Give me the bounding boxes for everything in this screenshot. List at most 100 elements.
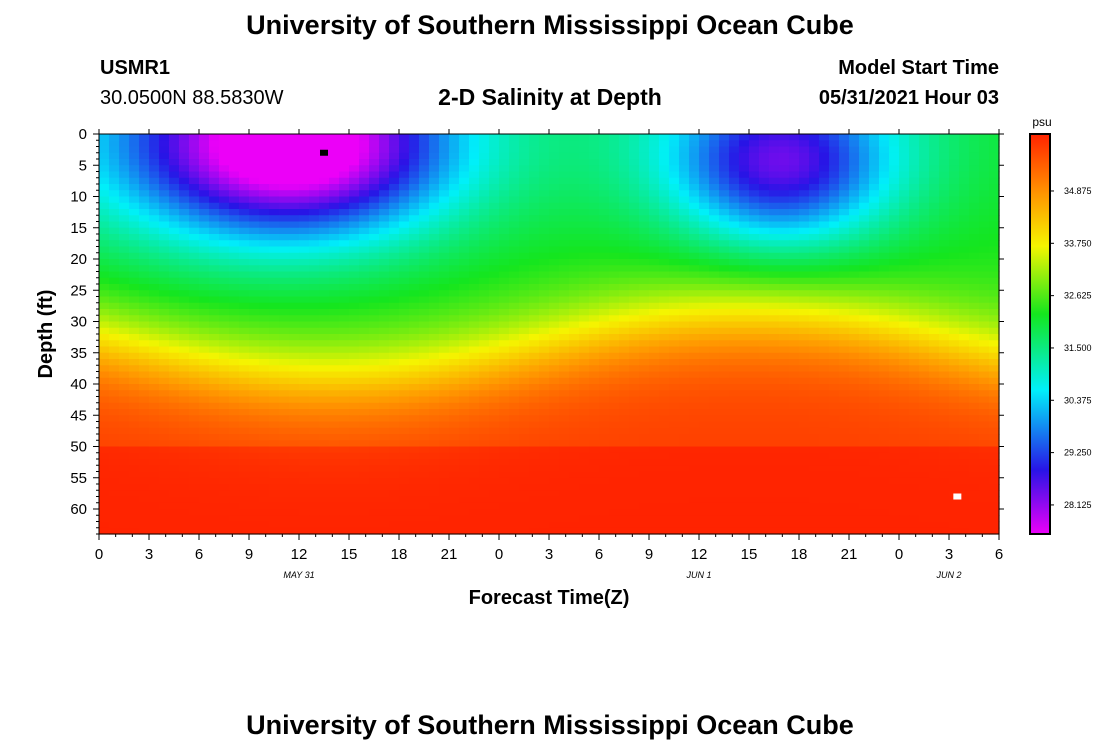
heat-cell (899, 184, 910, 191)
heat-cell (139, 340, 150, 348)
heat-cell (129, 215, 140, 223)
heat-cell (549, 315, 560, 323)
heat-cell (389, 227, 400, 235)
heat-cell (819, 152, 830, 160)
heat-cell (729, 334, 740, 341)
heat-cell (169, 259, 180, 266)
heat-cell (899, 134, 910, 141)
heat-cell (129, 321, 140, 329)
heat-cell (369, 146, 380, 154)
heat-cell (739, 402, 750, 410)
heat-cell (849, 246, 860, 254)
heat-cell (729, 427, 740, 435)
heat-cell (639, 321, 650, 329)
heat-cell (219, 471, 230, 479)
heat-cell (699, 296, 710, 304)
heat-cell (99, 340, 110, 348)
heat-cell (919, 134, 930, 141)
heat-cell (249, 321, 260, 329)
heat-cell (729, 440, 740, 448)
heat-cell (479, 221, 490, 229)
heat-cell (229, 140, 240, 148)
heat-cell (619, 202, 630, 210)
heat-cell (959, 409, 970, 416)
heat-cell (669, 434, 680, 441)
heat-cell (869, 390, 880, 398)
heat-cell (259, 209, 270, 216)
heat-cell (519, 402, 530, 410)
heat-cell (119, 177, 130, 185)
heat-cell (939, 277, 950, 285)
heat-cell (499, 259, 510, 266)
heat-cell (349, 146, 360, 154)
heat-cell (689, 409, 700, 416)
heat-cell (849, 440, 860, 448)
heat-cell (259, 277, 270, 285)
heat-cell (219, 196, 230, 204)
heat-cell (449, 390, 460, 398)
heat-cell (359, 459, 370, 466)
heat-cell (459, 302, 470, 310)
heat-cell (269, 421, 280, 429)
heat-cell (949, 177, 960, 185)
heat-cell (959, 459, 970, 466)
heat-cell (469, 146, 480, 154)
heat-cell (329, 234, 340, 241)
heat-cell (689, 134, 700, 141)
heat-cell (369, 402, 380, 410)
heat-cell (599, 340, 610, 348)
heat-cell (299, 321, 310, 329)
heat-cell (989, 246, 1000, 254)
heat-cell (519, 452, 530, 460)
heat-cell (849, 446, 860, 454)
heat-cell (569, 346, 580, 354)
heat-cell (699, 402, 710, 410)
heat-cell (509, 271, 520, 279)
heat-cell (509, 227, 520, 235)
heat-cell (889, 365, 900, 373)
heat-cell (189, 440, 200, 448)
heat-cell (839, 459, 850, 466)
heat-cell (689, 152, 700, 160)
heat-cell (569, 340, 580, 348)
heat-cell (389, 465, 400, 473)
heat-cell (749, 221, 760, 229)
heat-cell (149, 471, 160, 479)
heat-cell (969, 227, 980, 235)
heat-cell (719, 240, 730, 248)
heat-cell (339, 209, 350, 216)
heat-cell (189, 477, 200, 485)
heat-cell (409, 221, 420, 229)
heat-cell (349, 471, 360, 479)
heat-cell (729, 140, 740, 148)
heat-cell (219, 171, 230, 179)
heat-cell (249, 327, 260, 335)
heat-cell (409, 415, 420, 423)
heat-cell (119, 440, 130, 448)
heat-cell (699, 396, 710, 404)
heat-cell (889, 140, 900, 148)
heat-cell (299, 352, 310, 360)
heat-cell (819, 415, 830, 423)
heat-cell (589, 359, 600, 366)
heat-cell (299, 209, 310, 216)
heat-cell (159, 140, 170, 148)
heat-cell (859, 340, 870, 348)
heat-cell (499, 152, 510, 160)
heat-cell (249, 340, 260, 348)
heat-cell (449, 159, 460, 166)
heat-cell (389, 202, 400, 210)
heat-cell (929, 384, 940, 391)
heat-cell (879, 377, 890, 385)
heat-cell (629, 140, 640, 148)
heat-cell (739, 159, 750, 166)
heat-cell (229, 190, 240, 198)
heat-cell (559, 190, 570, 198)
heat-cell (209, 459, 220, 466)
heat-cell (629, 359, 640, 366)
heat-cell (269, 434, 280, 441)
heat-cell (429, 302, 440, 310)
heat-cell (899, 296, 910, 304)
heat-cell (689, 196, 700, 204)
heat-cell (119, 184, 130, 191)
